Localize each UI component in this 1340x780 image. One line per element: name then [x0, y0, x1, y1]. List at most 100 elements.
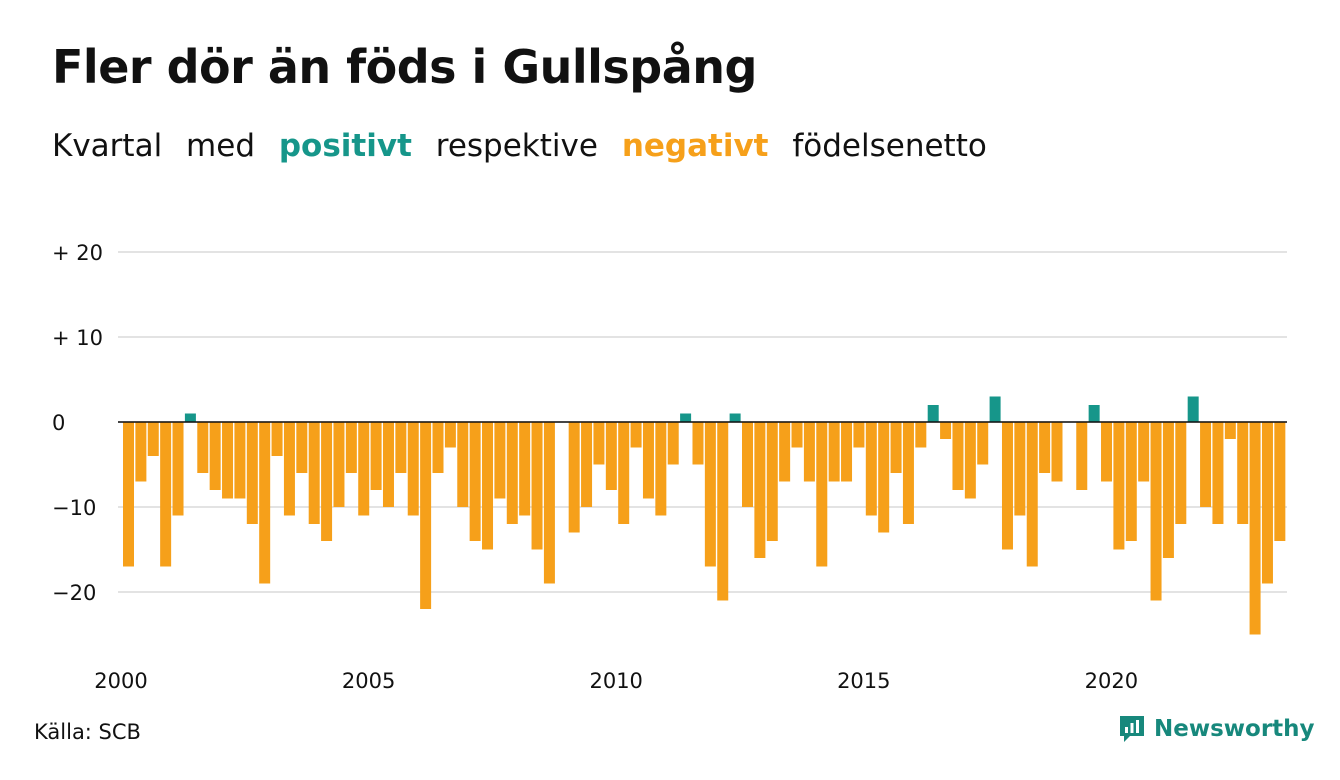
bar: [618, 422, 630, 524]
brand-name: Newsworthy: [1154, 716, 1315, 742]
bar: [382, 422, 394, 507]
chart-title: Fler dör än föds i Gullspång: [52, 40, 757, 94]
bar: [667, 422, 679, 465]
bar: [964, 422, 976, 499]
bar: [766, 422, 778, 541]
bar: [1150, 422, 1162, 601]
x-tick-label: 2020: [1085, 669, 1138, 693]
bar: [754, 422, 766, 558]
bar: [1224, 422, 1236, 439]
bar: [197, 422, 209, 473]
bar: [444, 422, 456, 448]
bar: [308, 422, 320, 524]
bar: [482, 422, 494, 550]
bar: [915, 422, 927, 448]
bar: [222, 422, 234, 499]
bar: [853, 422, 865, 448]
bar: [865, 422, 877, 516]
bar: [531, 422, 543, 550]
bar: [729, 413, 741, 422]
subtitle-text-4: födelsenetto: [792, 128, 987, 164]
x-tick-label: 2000: [94, 669, 147, 693]
bar: [952, 422, 964, 490]
bar: [172, 422, 184, 516]
bar: [184, 413, 196, 422]
bar: [655, 422, 667, 516]
bar: [902, 422, 914, 524]
bar: [1051, 422, 1063, 482]
bar: [816, 422, 828, 567]
y-tick-label: −10: [52, 496, 96, 520]
bar: [420, 422, 432, 609]
bar: [791, 422, 803, 448]
bar: [1026, 422, 1038, 567]
bar: [234, 422, 246, 499]
y-tick-label: 0: [52, 411, 65, 435]
bar: [407, 422, 419, 516]
subtitle-positive-label: positivt: [278, 128, 412, 164]
bar: [1162, 422, 1174, 558]
bar: [469, 422, 481, 541]
bar: [878, 422, 890, 533]
x-tick-label: 2005: [342, 669, 395, 693]
y-tick-label: + 20: [52, 241, 103, 265]
bar: [1187, 396, 1199, 422]
bar: [1001, 422, 1013, 550]
bar: [147, 422, 159, 456]
bar: [1237, 422, 1249, 524]
x-tick-label: 2010: [589, 669, 642, 693]
bar: [927, 405, 939, 422]
bar: [828, 422, 840, 482]
y-tick-label: −20: [52, 581, 96, 605]
bar: [1113, 422, 1125, 550]
bar: [296, 422, 308, 473]
x-tick-label: 2015: [837, 669, 890, 693]
bar: [1014, 422, 1026, 516]
bar: [259, 422, 271, 584]
bar: [209, 422, 221, 490]
source-note: Källa: SCB: [34, 720, 141, 744]
brand-logo: Newsworthy: [1118, 714, 1315, 744]
bar: [568, 422, 580, 533]
bar: [432, 422, 444, 473]
bar: [494, 422, 506, 499]
bar: [135, 422, 147, 482]
subtitle-text-1: Kvartal: [52, 128, 163, 164]
bar: [803, 422, 815, 482]
bar: [543, 422, 555, 584]
bar: [1088, 405, 1100, 422]
bar: [1101, 422, 1113, 482]
bar: [1200, 422, 1212, 507]
bar: [890, 422, 902, 473]
bar: [1175, 422, 1187, 524]
bar: [246, 422, 258, 524]
bar: [989, 396, 1001, 422]
bar: [742, 422, 753, 507]
bar: [593, 422, 605, 465]
bar: [1212, 422, 1224, 524]
subtitle-negative-label: negativt: [621, 128, 769, 164]
bar: [940, 422, 952, 439]
newsworthy-logo-icon: [1120, 716, 1144, 742]
bar: [1076, 422, 1088, 490]
bar: [977, 422, 989, 465]
bar: [692, 422, 704, 465]
bar: [1274, 422, 1286, 541]
bar: [333, 422, 345, 507]
bar: [581, 422, 593, 507]
bar: [605, 422, 617, 490]
bar: [519, 422, 531, 516]
bar: [506, 422, 518, 524]
bar: [160, 422, 172, 567]
bar: [271, 422, 283, 456]
bar: [1125, 422, 1137, 541]
y-tick-label: + 10: [52, 326, 103, 350]
bar: [321, 422, 333, 541]
bar: [680, 413, 692, 422]
bar: [358, 422, 370, 516]
bar: [345, 422, 357, 473]
bar: [642, 422, 654, 499]
bar: [283, 422, 295, 516]
bar: [395, 422, 407, 473]
